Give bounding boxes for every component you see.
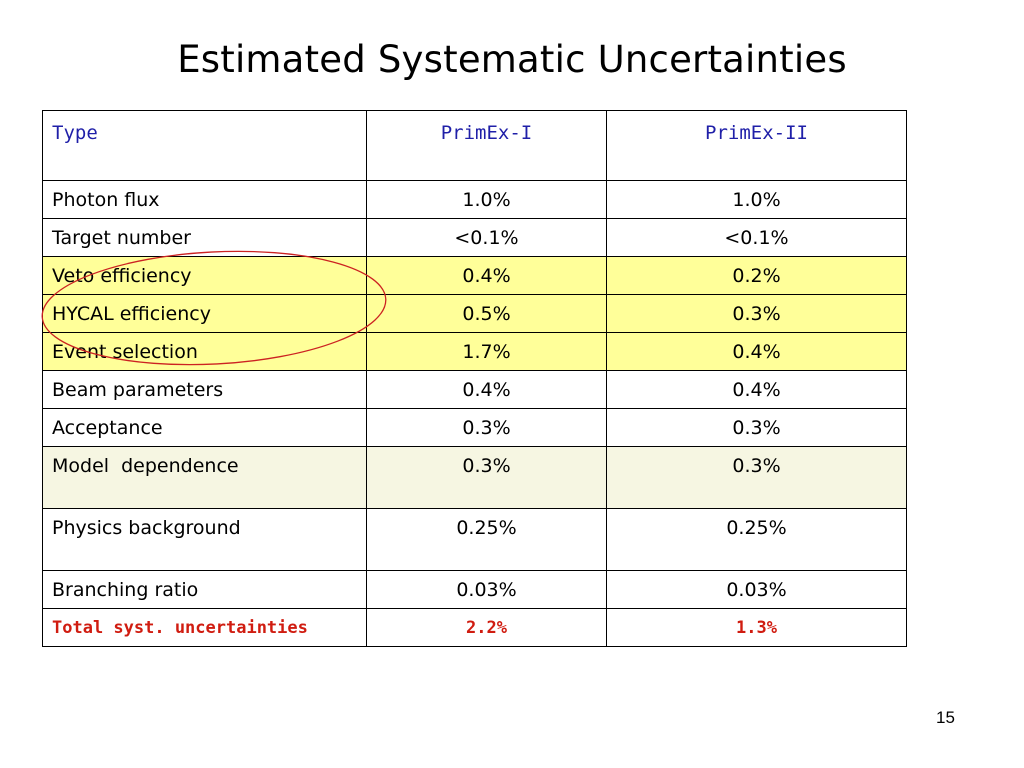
row-primex-1-value: <0.1%	[366, 218, 607, 257]
row-primex-1-value: 0.4%	[366, 256, 607, 295]
row-type: Veto efficiency	[42, 256, 367, 295]
row-primex-1-value: 1.0%	[366, 180, 607, 219]
total-label: Total syst. uncertainties	[42, 608, 367, 647]
row-primex-1-value: 0.4%	[366, 370, 607, 409]
table-row-veto-efficiency: Veto efficiency 0.4% 0.2%	[42, 256, 907, 295]
row-type: Physics background	[42, 508, 367, 571]
table-header-row: Type PrimEx-I PrimEx-II	[42, 110, 907, 181]
table-row-acceptance: Acceptance 0.3% 0.3%	[42, 408, 907, 447]
table-row-event-selection: Event selection 1.7% 0.4%	[42, 332, 907, 371]
uncertainty-table: Type PrimEx-I PrimEx-II Photon flux 1.0%…	[42, 110, 907, 647]
slide-title: Estimated Systematic Uncertainties	[177, 38, 847, 81]
row-primex-2-value: 0.03%	[606, 570, 907, 609]
row-type: Model dependence	[42, 446, 367, 509]
row-type: Target number	[42, 218, 367, 257]
table-row-total: Total syst. uncertainties 2.2% 1.3%	[42, 608, 907, 647]
row-primex-1-value: 0.03%	[366, 570, 607, 609]
table-row-branching-ratio: Branching ratio 0.03% 0.03%	[42, 570, 907, 609]
row-primex-2-value: 0.3%	[606, 446, 907, 509]
row-type: Photon flux	[42, 180, 367, 219]
header-primex-2: PrimEx-II	[606, 110, 907, 181]
table-row-photon-flux: Photon flux 1.0% 1.0%	[42, 180, 907, 219]
row-primex-1-value: 0.5%	[366, 294, 607, 333]
row-primex-2-value: 1.0%	[606, 180, 907, 219]
row-primex-2-value: 0.4%	[606, 332, 907, 371]
row-primex-2-value: 0.4%	[606, 370, 907, 409]
table-row-hycal-efficiency: HYCAL efficiency 0.5% 0.3%	[42, 294, 907, 333]
row-type: Branching ratio	[42, 570, 367, 609]
total-primex-2-value: 1.3%	[606, 608, 907, 647]
row-type: Acceptance	[42, 408, 367, 447]
row-type: HYCAL efficiency	[42, 294, 367, 333]
row-primex-2-value: 0.2%	[606, 256, 907, 295]
row-primex-2-value: 0.3%	[606, 408, 907, 447]
header-primex-1: PrimEx-I	[366, 110, 607, 181]
row-type: Event selection	[42, 332, 367, 371]
header-type: Type	[42, 110, 367, 181]
table-row-physics-background: Physics background 0.25% 0.25%	[42, 508, 907, 571]
row-primex-1-value: 0.3%	[366, 408, 607, 447]
uncertainty-table-container: Type PrimEx-I PrimEx-II Photon flux 1.0%…	[42, 110, 907, 647]
table-row-target-number: Target number <0.1% <0.1%	[42, 218, 907, 257]
row-primex-1-value: 1.7%	[366, 332, 607, 371]
row-primex-2-value: <0.1%	[606, 218, 907, 257]
table-row-beam-parameters: Beam parameters 0.4% 0.4%	[42, 370, 907, 409]
page-number: 15	[936, 708, 955, 727]
total-primex-1-value: 2.2%	[366, 608, 607, 647]
row-primex-1-value: 0.3%	[366, 446, 607, 509]
row-primex-1-value: 0.25%	[366, 508, 607, 571]
row-primex-2-value: 0.3%	[606, 294, 907, 333]
row-primex-2-value: 0.25%	[606, 508, 907, 571]
row-type: Beam parameters	[42, 370, 367, 409]
table-row-model-dependence: Model dependence 0.3% 0.3%	[42, 446, 907, 509]
